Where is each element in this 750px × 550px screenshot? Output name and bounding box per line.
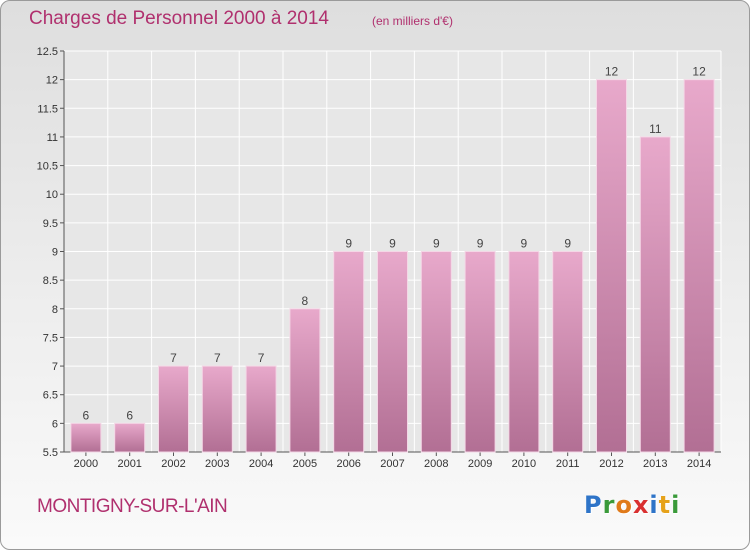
- y-tick-label: 9.5: [43, 218, 58, 230]
- bar-2011[interactable]: [552, 251, 584, 453]
- y-tick-label: 12.5: [37, 46, 58, 58]
- x-tick-label: 2003: [205, 458, 229, 470]
- y-tick-label: 5.5: [43, 447, 58, 459]
- bar-2009[interactable]: [464, 251, 496, 453]
- commune-name: MONTIGNY-SUR-L'AIN: [37, 496, 228, 517]
- y-tick-label: 6: [52, 418, 58, 430]
- y-tick-label: 10: [46, 189, 58, 201]
- bar-value-label: 7: [214, 351, 221, 365]
- bar-value-label: 12: [605, 65, 619, 79]
- x-tick-label: 2014: [687, 458, 711, 470]
- bar-value-label: 9: [389, 237, 396, 251]
- bar-2013[interactable]: [639, 136, 671, 453]
- bar-value-label: 6: [83, 408, 90, 422]
- x-tick-label: 2008: [424, 458, 448, 470]
- bar-value-label: 11: [649, 122, 662, 136]
- bar-value-label: 9: [345, 237, 352, 251]
- bar-value-label: 7: [170, 351, 177, 365]
- x-tick-label: 2009: [468, 458, 492, 470]
- x-tick-label: 2012: [599, 458, 623, 470]
- y-tick-label: 11.5: [37, 103, 58, 115]
- bar-value-label: 9: [521, 237, 528, 251]
- y-tick-label: 12: [46, 75, 58, 87]
- x-tick-label: 2007: [380, 458, 404, 470]
- x-tick-label: 2002: [161, 458, 185, 470]
- y-tick-label: 11: [47, 132, 58, 144]
- bar-2012[interactable]: [596, 79, 627, 453]
- bar-value-label: 9: [564, 237, 571, 251]
- x-tick-label: 2006: [336, 458, 360, 470]
- x-tick-label: 2010: [512, 458, 536, 470]
- bar-value-label: 9: [477, 237, 484, 251]
- y-tick-label: 7.5: [43, 332, 58, 344]
- y-tick-label: 8: [52, 304, 58, 316]
- bar-2008[interactable]: [420, 251, 452, 453]
- chart-title: Charges de Personnel 2000 à 2014: [29, 8, 330, 29]
- bar-2007[interactable]: [377, 251, 408, 453]
- bar-2014[interactable]: [683, 79, 715, 453]
- y-tick-label: 9: [52, 247, 58, 259]
- bar-2010[interactable]: [508, 251, 540, 453]
- bar-2005[interactable]: [289, 308, 321, 453]
- y-tick-label: 6.5: [43, 390, 58, 402]
- x-tick-label: 2005: [293, 458, 317, 470]
- x-tick-label: 2011: [556, 458, 580, 470]
- bar-value-label: 7: [258, 351, 265, 365]
- bar-2006[interactable]: [333, 251, 365, 453]
- bar-value-label: 8: [302, 294, 309, 308]
- y-tick-label: 7: [52, 361, 58, 373]
- x-tick-label: 2004: [249, 458, 273, 470]
- x-tick-label: 2001: [117, 458, 141, 470]
- bar-2003[interactable]: [201, 365, 233, 453]
- bar-value-label: 9: [433, 237, 440, 251]
- bar-2000[interactable]: [70, 422, 102, 453]
- chart-subtitle: (en milliers d'€): [372, 14, 453, 28]
- bar-2002[interactable]: [158, 365, 189, 453]
- bar-2001[interactable]: [114, 422, 146, 453]
- bar-value-label: 6: [126, 408, 133, 422]
- bar-value-label: 12: [692, 65, 706, 79]
- y-tick-label: 8.5: [43, 275, 58, 287]
- y-tick-label: 10.5: [37, 161, 58, 173]
- x-tick-label: 2013: [643, 458, 667, 470]
- bar-2004[interactable]: [245, 365, 277, 453]
- proxiti-logo[interactable]: Proxiti: [584, 491, 681, 519]
- x-tick-label: 2000: [74, 458, 98, 470]
